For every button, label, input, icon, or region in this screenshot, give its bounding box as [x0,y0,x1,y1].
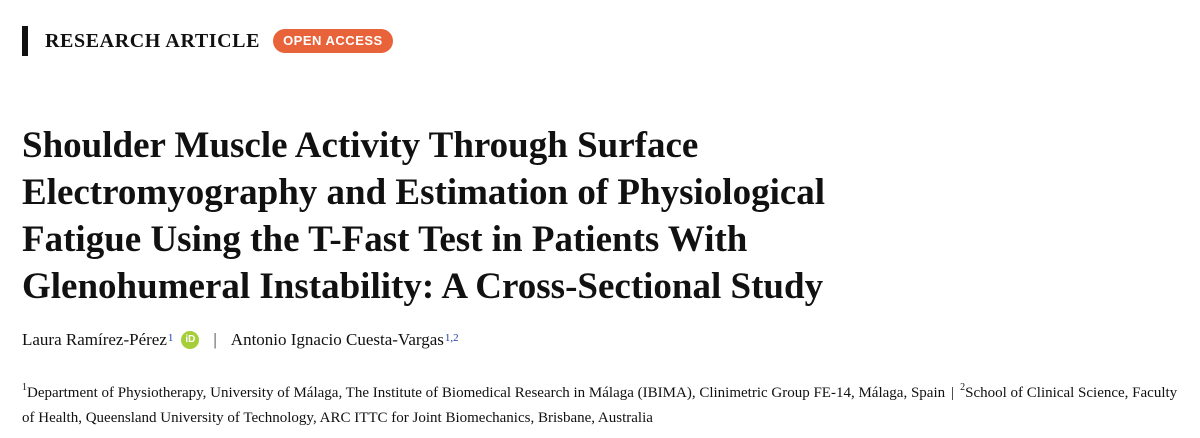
affiliation-text: School of Clinical Science, Faculty of H… [22,385,1178,426]
author-name[interactable]: Antonio Ignacio Cuesta-Vargas [230,330,444,349]
article-title: Shoulder Muscle Activity Through Surface… [22,122,1172,310]
author-list: Laura Ramírez-Pérez 1 iD | Antonio Ignaci… [22,330,459,350]
author-separator: | [213,330,217,349]
orcid-icon[interactable]: iD [181,331,200,349]
affiliation-number: 1 [22,382,27,393]
affiliation-text: Department of Physiotherapy, University … [27,385,946,401]
author-affiliation-marker[interactable]: 1,2 [444,332,459,344]
title-line: Shoulder Muscle Activity Through Surface [22,125,699,166]
header-accent-bar [22,26,28,56]
title-line: Glenohumeral Instability: A Cross-Sectio… [22,266,824,307]
author-affiliation-marker[interactable]: 1 [167,332,174,344]
affiliation-list: 1Department of Physiotherapy, University… [22,376,1182,431]
open-access-badge[interactable]: OPEN ACCESS [273,29,393,53]
article-header: RESEARCH ARTICLE OPEN ACCESS [22,26,393,56]
title-line: Fatigue Using the T-Fast Test in Patient… [22,219,748,260]
article-type-label: RESEARCH ARTICLE [45,29,261,52]
affiliation-separator: | [951,385,955,401]
title-line: Electromyography and Estimation of Physi… [22,172,826,213]
affiliation-number: 2 [960,382,966,393]
author-name[interactable]: Laura Ramírez-Pérez [22,330,167,349]
